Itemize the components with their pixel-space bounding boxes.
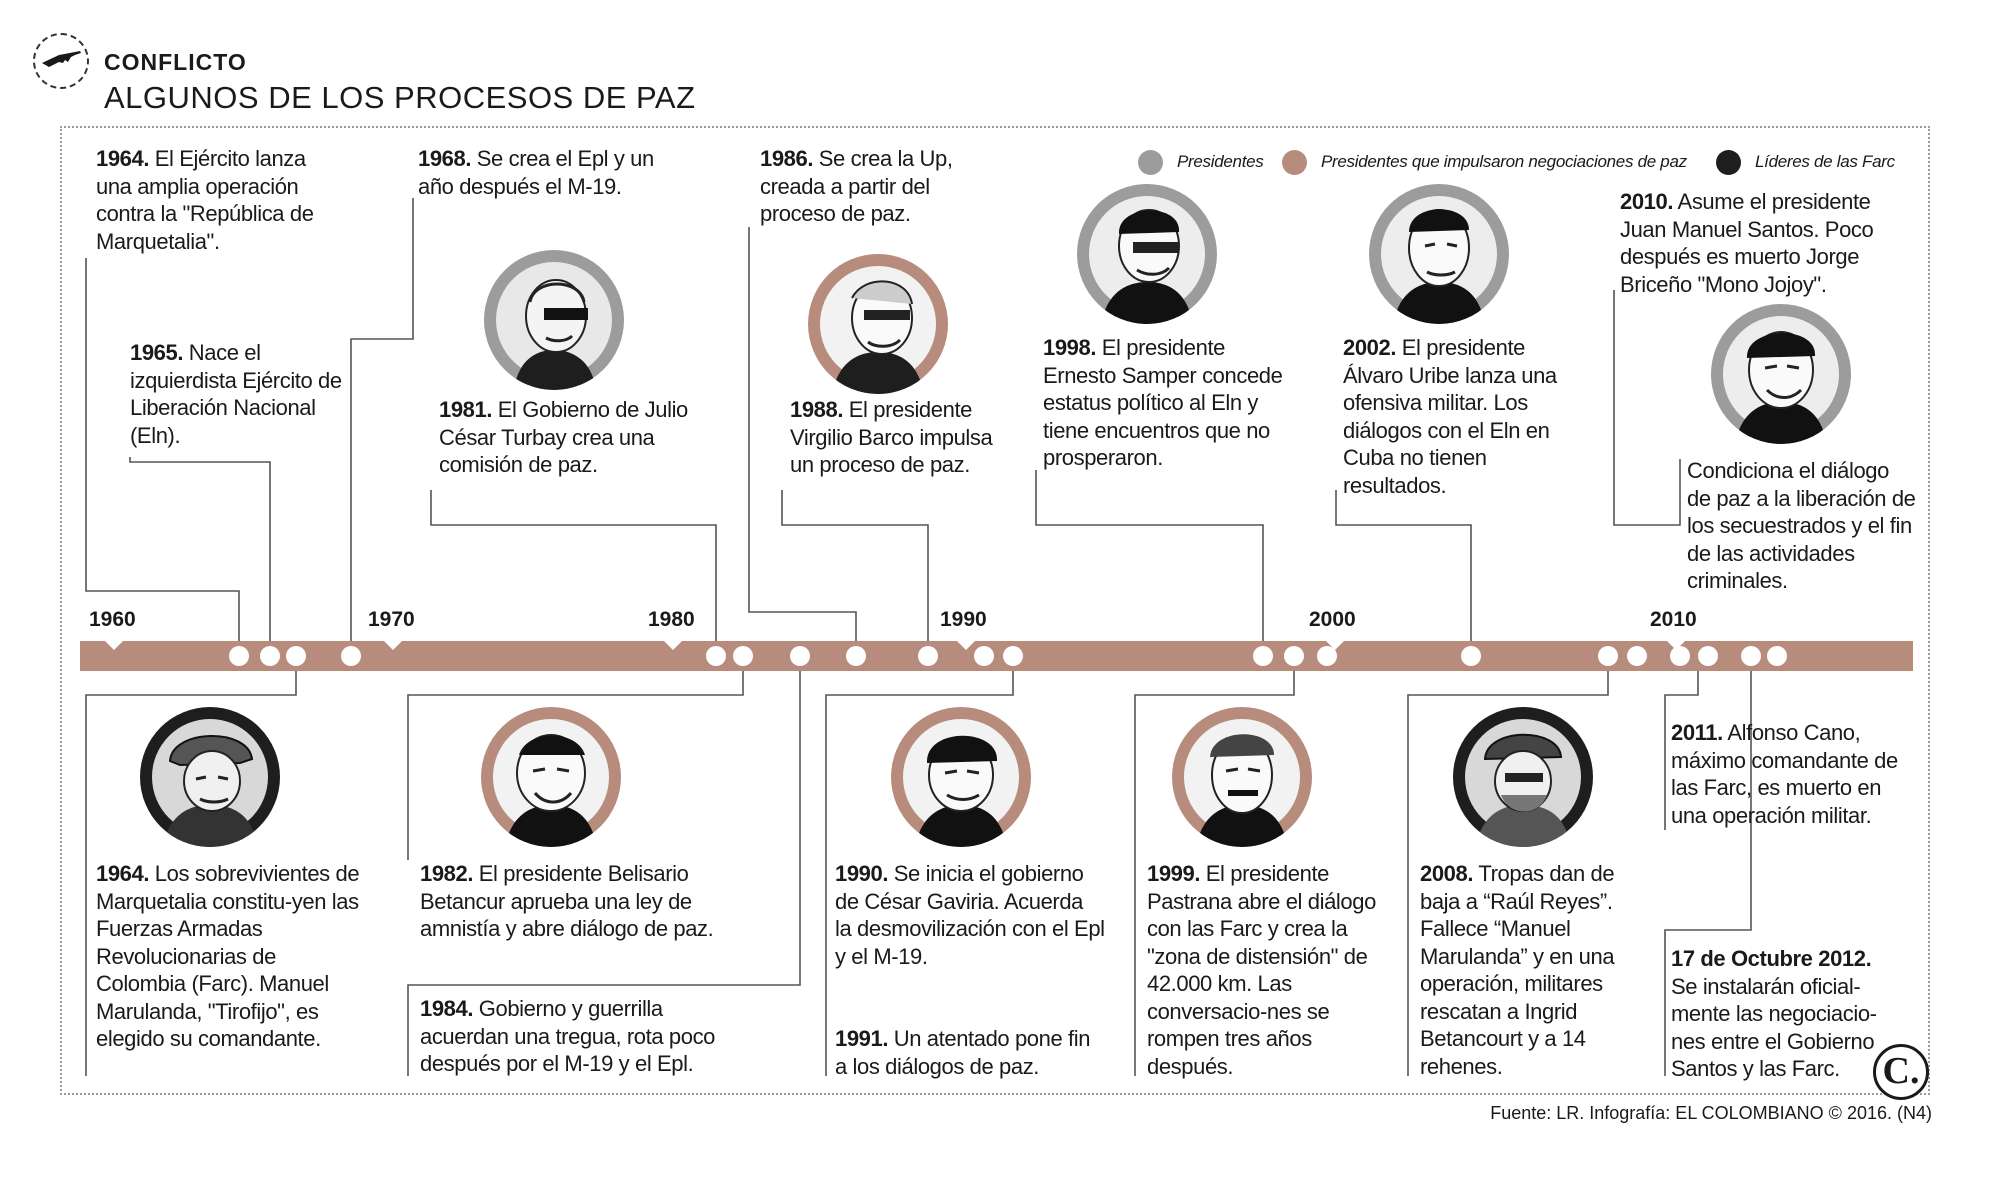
event-1982-betancur: 1982. El presidente Belisario Betancur a… [420, 861, 714, 941]
event-2010-condiciona: Condiciona el diálogo de paz a la libera… [1687, 458, 1916, 593]
year-label: 2010 [1650, 608, 1697, 631]
legend-dot [1282, 149, 1307, 175]
event-1988-barco: 1988. El presidente Virgilio Barco impul… [790, 397, 993, 477]
portrait-santos [1711, 304, 1851, 444]
legend-dot [1716, 149, 1741, 175]
event-2011-cano: 2011. Alfonso Cano, máximo comandante de… [1671, 720, 1898, 828]
event-1964-farc: 1964. Los sobrevivientes de Marquetalia … [96, 861, 360, 1051]
kicker: CONFLICTO [104, 49, 247, 75]
event-1965-eln: 1965. Nace el izquierdista Ejército de L… [130, 340, 342, 448]
event-1964-ejercito: 1964. El Ejército lanza una amplia opera… [96, 146, 314, 254]
legend-label: Presidentes que impulsaron negociaciones… [1321, 152, 1687, 171]
legend-dot [1138, 149, 1163, 175]
portrait-marulanda [140, 707, 280, 847]
portrait-samper [1077, 184, 1217, 324]
year-label: 1990 [940, 608, 987, 631]
event-1990-gaviria: 1990. Se inicia el gobierno de César Gav… [835, 861, 1105, 969]
year-label: 1970 [368, 608, 415, 631]
event-dot[interactable] [1698, 646, 1718, 666]
event-dot[interactable] [790, 646, 810, 666]
event-dot[interactable] [1670, 646, 1690, 666]
event-dot[interactable] [733, 646, 753, 666]
tick-marker [664, 641, 682, 650]
tick-marker [957, 641, 975, 650]
event-dot[interactable] [974, 646, 994, 666]
portrait-pastrana [1172, 707, 1312, 847]
event-1984-tregua: 1984. Gobierno y guerrilla acuerdan una … [420, 996, 716, 1076]
event-2002-uribe: 2002. El presidente Álvaro Uribe lanza u… [1343, 335, 1557, 498]
event-1986-up: 1986. Se crea la Up, creada a partir del… [760, 146, 953, 226]
event-2010-santos: 2010. Asume el presidente Juan Manuel Sa… [1620, 189, 1874, 297]
event-1981-turbay: 1981. El Gobierno de Julio César Turbay … [439, 397, 688, 477]
event-dot[interactable] [341, 646, 361, 666]
event-dot[interactable] [1461, 646, 1481, 666]
event-1991-atentado: 1991. Un atentado pone fin a los diálogo… [835, 1026, 1091, 1079]
portrait-reyes [1453, 707, 1593, 847]
event-dot[interactable] [1317, 646, 1337, 666]
tick-marker [384, 641, 402, 650]
event-1999-pastrana: 1999. El presidente Pastrana abre el diá… [1147, 861, 1376, 1079]
event-dot[interactable] [1003, 646, 1023, 666]
year-label: 1980 [648, 608, 695, 631]
event-dot[interactable] [1627, 646, 1647, 666]
el-colombiano-logo: C. [1873, 1044, 1929, 1100]
event-dot[interactable] [846, 646, 866, 666]
event-dot[interactable] [1598, 646, 1618, 666]
event-dot[interactable] [1767, 646, 1787, 666]
event-dot[interactable] [260, 646, 280, 666]
event-1968-epl: 1968. Se crea el Epl y un año después el… [418, 146, 654, 199]
portrait-betancur [481, 707, 621, 847]
event-dot[interactable] [1284, 646, 1304, 666]
legend-item-negociadores: Presidentes que impulsaron negociaciones… [1282, 149, 1687, 175]
rifle-icon [33, 33, 89, 89]
legend-label: Líderes de las Farc [1755, 152, 1895, 171]
event-2012-negociaciones: 17 de Octubre 2012. Se instalarán oficia… [1671, 946, 1877, 1081]
portrait-uribe [1369, 184, 1509, 324]
tick-marker [105, 641, 123, 650]
event-dot[interactable] [1741, 646, 1761, 666]
event-2008-reyes: 2008. Tropas dan de baja a “Raúl Reyes”.… [1420, 861, 1615, 1079]
year-label: 1960 [89, 608, 136, 631]
content-frame [60, 126, 1930, 1095]
year-label: 2000 [1309, 608, 1356, 631]
portrait-gaviria [891, 707, 1031, 847]
event-1998-samper: 1998. El presidente Ernesto Samper conce… [1043, 335, 1283, 470]
legend-label: Presidentes [1177, 152, 1264, 171]
source-credit: Fuente: LR. Infografía: EL COLOMBIANO © … [1490, 1103, 1932, 1123]
event-dot[interactable] [918, 646, 938, 666]
event-dot[interactable] [706, 646, 726, 666]
portrait-turbay [484, 250, 624, 390]
page-title: ALGUNOS DE LOS PROCESOS DE PAZ [104, 80, 696, 115]
event-dot[interactable] [1253, 646, 1273, 666]
legend-item-presidentes: Presidentes [1138, 149, 1264, 175]
portrait-barco [808, 254, 948, 394]
event-dot[interactable] [286, 646, 306, 666]
tick-marker [1667, 641, 1685, 650]
legend-item-farc: Líderes de las Farc [1716, 149, 1895, 175]
tick-marker [1326, 641, 1344, 650]
event-dot[interactable] [229, 646, 249, 666]
